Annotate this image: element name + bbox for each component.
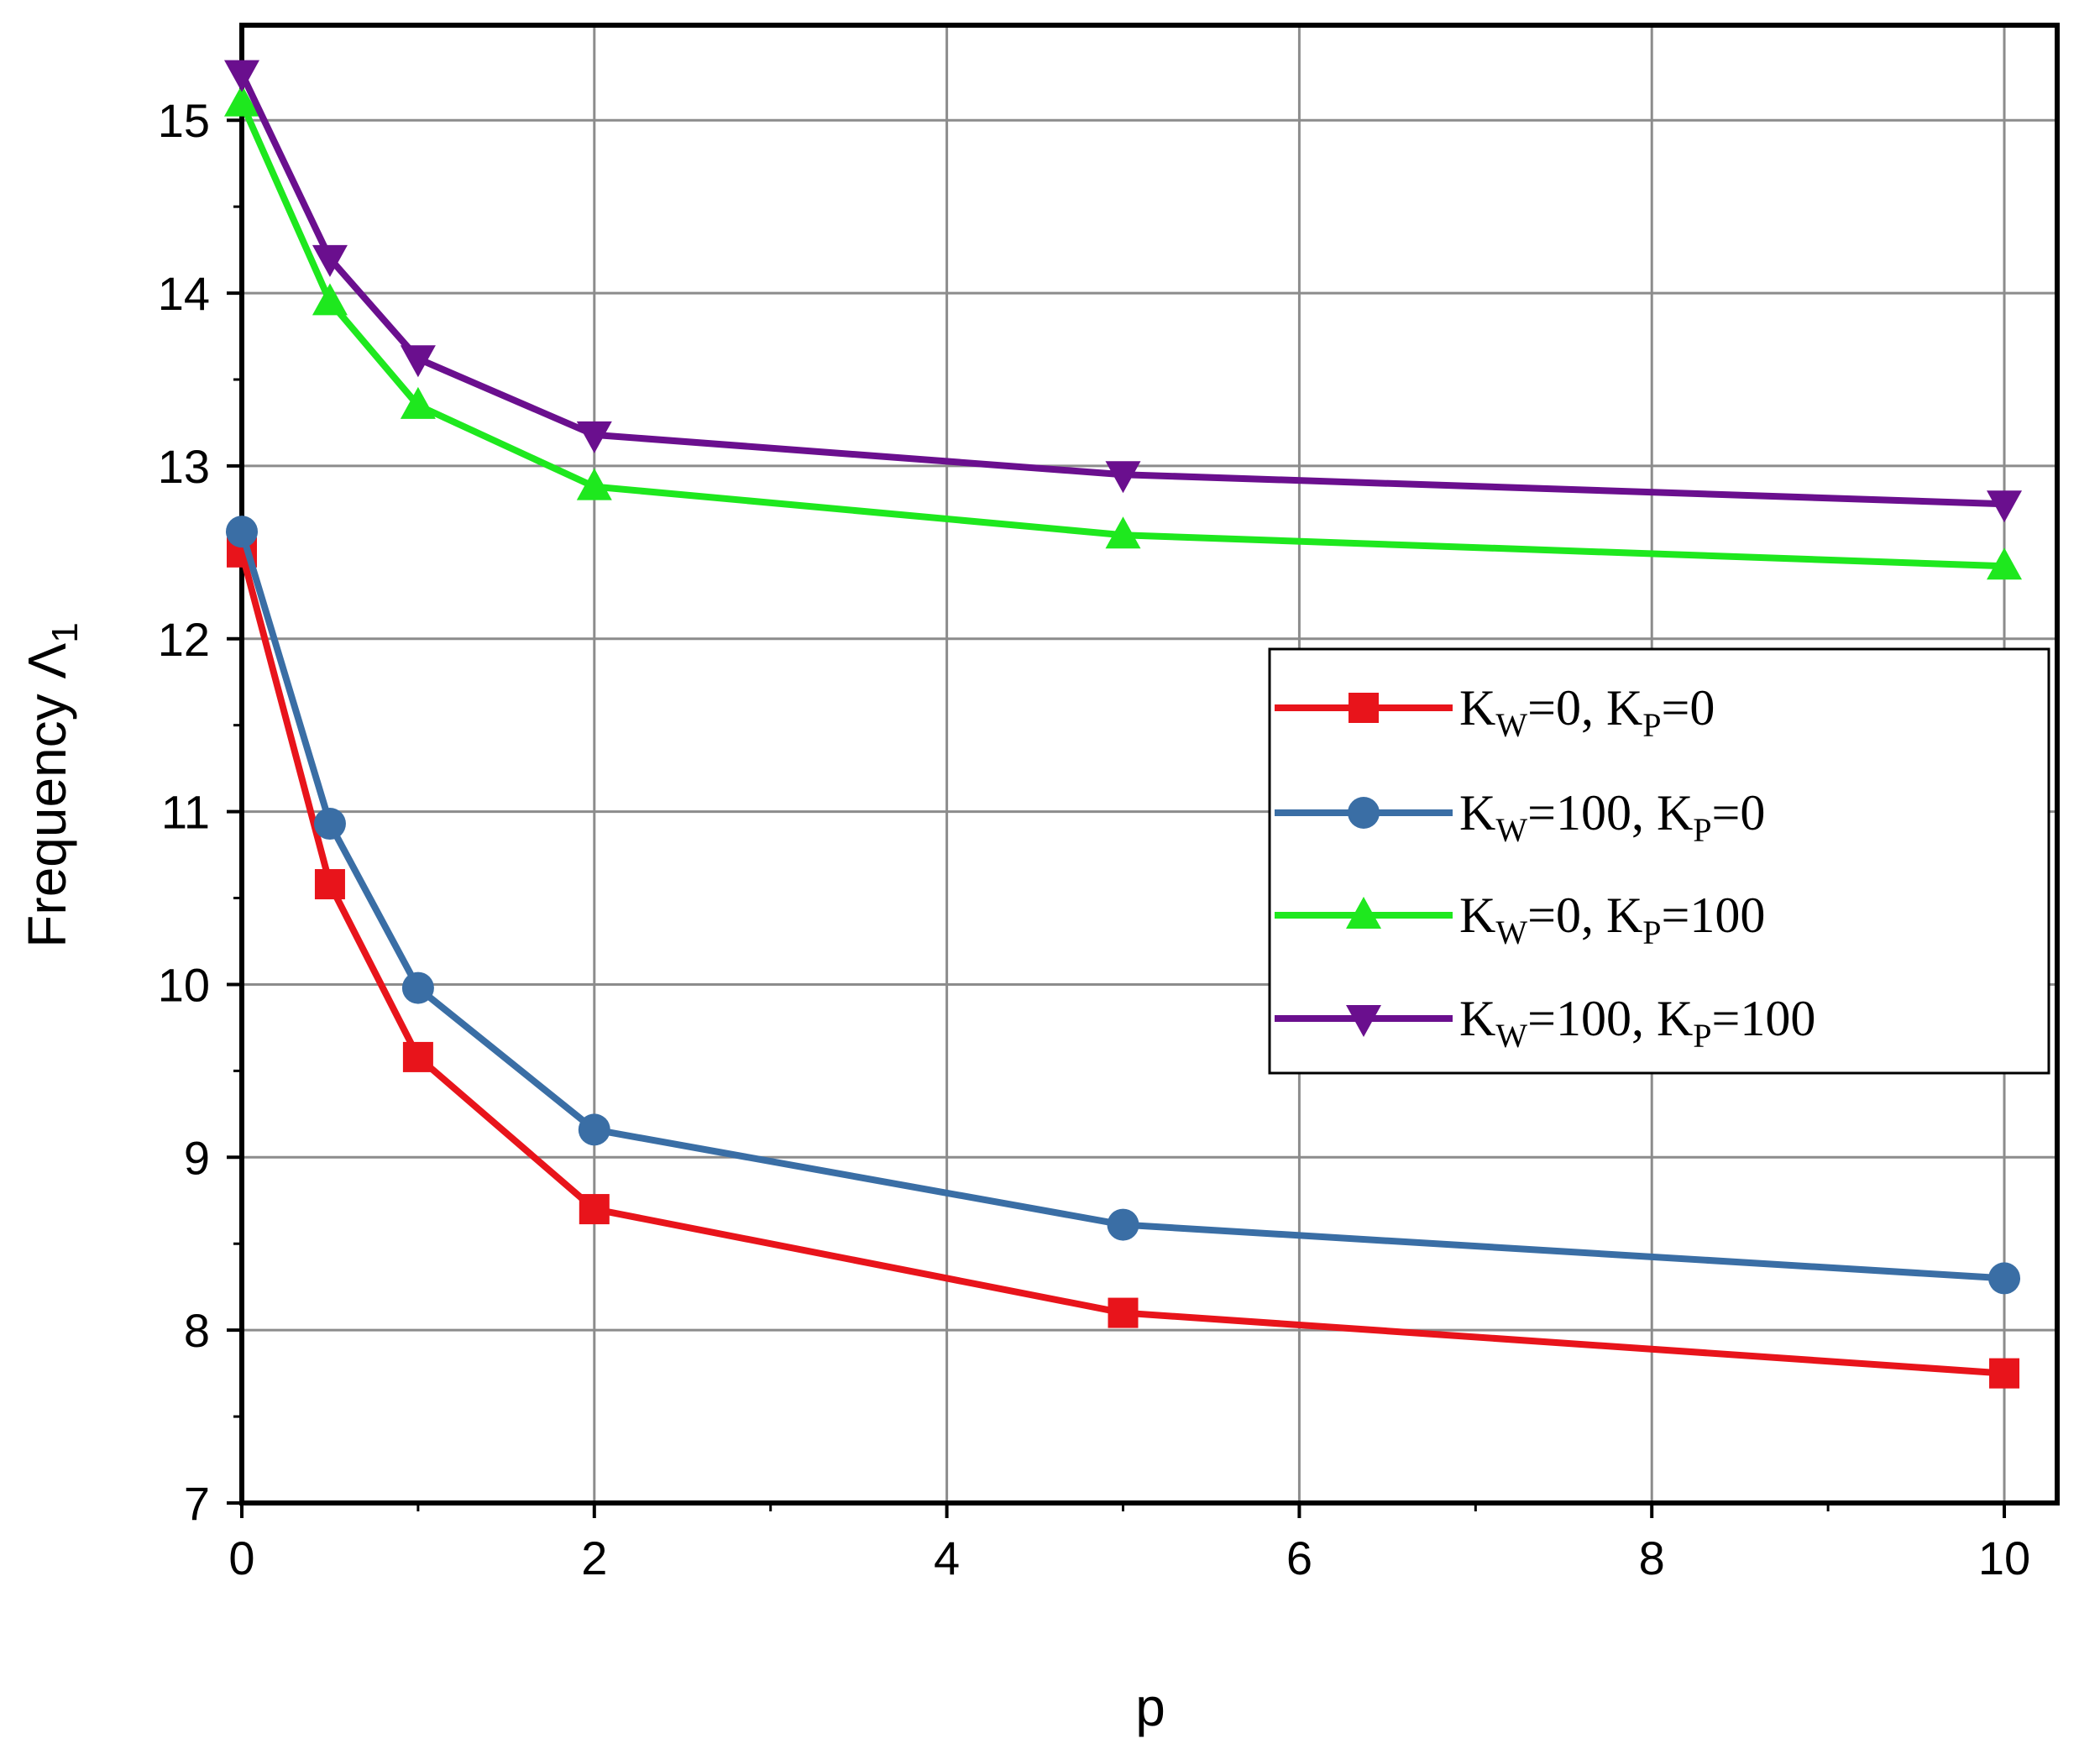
series-4 bbox=[224, 60, 2023, 523]
x-tick-label: 4 bbox=[934, 1532, 960, 1584]
legend-label-part: =100, K bbox=[1527, 785, 1693, 840]
legend-label-part: =0 bbox=[1662, 680, 1715, 736]
legend-marker bbox=[1346, 1005, 1381, 1037]
series-group bbox=[224, 60, 2023, 1389]
data-point bbox=[400, 386, 436, 419]
y-tick-label: 9 bbox=[184, 1131, 210, 1184]
data-point bbox=[1105, 461, 1141, 494]
data-point bbox=[224, 84, 259, 117]
series-line bbox=[238, 71, 2005, 508]
data-point bbox=[402, 1041, 433, 1072]
legend-label-part: W bbox=[1495, 706, 1527, 744]
data-point bbox=[401, 971, 434, 1004]
legend-label: KW=0, KP=100 bbox=[1459, 888, 1765, 951]
legend-label-part: K bbox=[1459, 888, 1495, 943]
legend-box bbox=[1268, 647, 2050, 1075]
data-point bbox=[1988, 1262, 2021, 1295]
data-point bbox=[578, 1113, 610, 1146]
series-2 bbox=[226, 516, 2021, 1295]
y-tick-label: 14 bbox=[158, 267, 210, 320]
legend: KW=0, KP=0KW=100, KP=0KW=0, KP=100KW=100… bbox=[1268, 647, 2050, 1075]
legend-label-part: W bbox=[1495, 1017, 1527, 1055]
plot-frame bbox=[239, 23, 2060, 1506]
y-tick-label: 7 bbox=[184, 1477, 210, 1530]
data-point bbox=[226, 516, 258, 548]
data-point bbox=[313, 808, 346, 840]
y-tick-label: 10 bbox=[158, 958, 210, 1011]
data-point bbox=[400, 345, 436, 378]
series-line bbox=[238, 530, 2005, 1282]
legend-label-part: P bbox=[1693, 1017, 1711, 1055]
data-point bbox=[1989, 1358, 2020, 1389]
y-tick-label: 13 bbox=[158, 440, 210, 493]
data-point bbox=[576, 468, 612, 500]
data-point bbox=[224, 60, 259, 92]
legend-label: KW=100, KP=100 bbox=[1459, 991, 1815, 1055]
data-point bbox=[579, 1194, 610, 1225]
legend-label-part: K bbox=[1459, 991, 1495, 1046]
legend-item: KW=0, KP=100 bbox=[1275, 888, 1765, 951]
data-point bbox=[312, 244, 348, 277]
legend-label: KW=100, KP=0 bbox=[1459, 785, 1765, 849]
legend-label-part: =0 bbox=[1712, 785, 1766, 840]
legend-label-part: =100 bbox=[1662, 888, 1766, 943]
y-tick-label: 15 bbox=[158, 94, 210, 147]
y-tick-label: 12 bbox=[158, 613, 210, 666]
x-tick-label: 8 bbox=[1639, 1532, 1665, 1584]
legend-label-part: =0, K bbox=[1527, 680, 1642, 736]
y-axis-title: Frequency Λ1 bbox=[17, 622, 86, 947]
legend-label-part: W bbox=[1495, 811, 1527, 849]
y-tick-label: 8 bbox=[184, 1304, 210, 1357]
legend-label-part: K bbox=[1459, 680, 1495, 736]
legend-label-part: =100 bbox=[1712, 991, 1816, 1046]
legend-label-part: =0, K bbox=[1527, 888, 1642, 943]
legend-label-part: P bbox=[1693, 811, 1711, 849]
data-point bbox=[312, 283, 348, 316]
x-tick-label: 6 bbox=[1286, 1532, 1312, 1584]
y-tick-label: 11 bbox=[161, 786, 210, 839]
legend-label-part: P bbox=[1642, 706, 1661, 744]
data-point bbox=[1987, 490, 2023, 523]
x-axis-title: p bbox=[1135, 1677, 1165, 1737]
legend-marker bbox=[1348, 797, 1380, 829]
data-point bbox=[1108, 1297, 1139, 1328]
legend-label: KW=0, KP=0 bbox=[1459, 680, 1715, 744]
x-tick-label: 10 bbox=[1978, 1532, 2030, 1584]
legend-item: KW=100, KP=0 bbox=[1275, 785, 1765, 849]
legend-marker bbox=[1346, 897, 1381, 929]
legend-item: KW=100, KP=100 bbox=[1275, 991, 1815, 1055]
legend-label-part: =100, K bbox=[1527, 991, 1693, 1046]
x-tick-label: 0 bbox=[228, 1532, 254, 1584]
data-point bbox=[314, 869, 345, 900]
data-point bbox=[1105, 516, 1141, 549]
data-point bbox=[1987, 547, 2023, 580]
data-point bbox=[1107, 1208, 1139, 1241]
legend-label-part: W bbox=[1495, 914, 1527, 951]
x-tick-label: 2 bbox=[581, 1532, 607, 1584]
legend-label-part: P bbox=[1642, 914, 1661, 951]
legend-item: KW=0, KP=0 bbox=[1275, 680, 1715, 744]
series-line bbox=[238, 102, 2005, 570]
data-point bbox=[576, 421, 612, 453]
legend-marker bbox=[1349, 693, 1379, 723]
axis-ticks: 0 2 4 6 8 10 7 8 9 10 11 12 13 14 15 bbox=[158, 94, 2030, 1584]
series-3 bbox=[224, 84, 2023, 580]
legend-label-part: K bbox=[1459, 785, 1495, 840]
